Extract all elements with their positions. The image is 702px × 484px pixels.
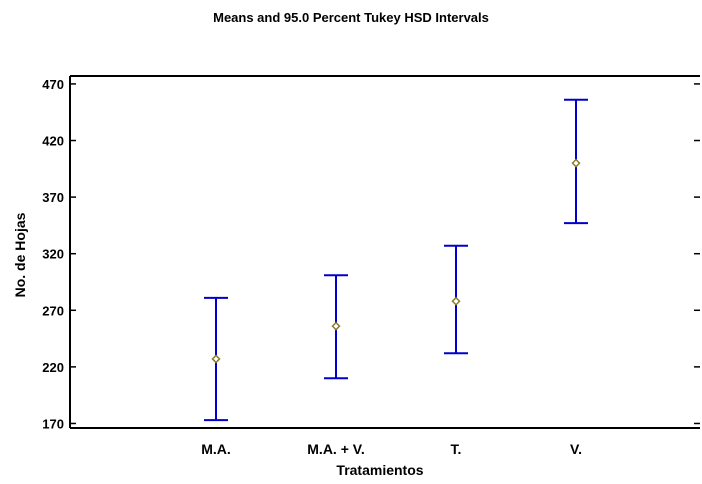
mean-point: [331, 321, 341, 331]
x-tick-label: M.A.: [201, 441, 231, 457]
y-tick-label: 170: [42, 416, 64, 431]
y-axis: 170 220 270 320 370 420 470: [42, 77, 700, 431]
chart-title: Means and 95.0 Percent Tukey HSD Interva…: [213, 10, 489, 25]
y-tick-label: 220: [42, 360, 64, 375]
y-tick-label: 320: [42, 247, 64, 262]
y-tick-label: 370: [42, 190, 64, 205]
x-tick-label: T.: [451, 441, 462, 457]
y-axis-label: No. de Hojas: [12, 212, 28, 297]
mean-point: [451, 296, 461, 306]
interval-series: [204, 98, 588, 422]
mean-point: [211, 354, 221, 364]
x-tick-label: V.: [570, 441, 582, 457]
x-tick-label: M.A. + V.: [307, 441, 364, 457]
x-axis-label: Tratamientos: [336, 462, 423, 478]
y-tick-label: 420: [42, 134, 64, 149]
x-axis: M.A. M.A. + V. T. V.: [201, 441, 582, 457]
plot-frame: [69, 75, 700, 429]
mean-point: [571, 158, 581, 168]
y-tick-label: 470: [42, 77, 64, 92]
y-tick-label: 270: [42, 303, 64, 318]
